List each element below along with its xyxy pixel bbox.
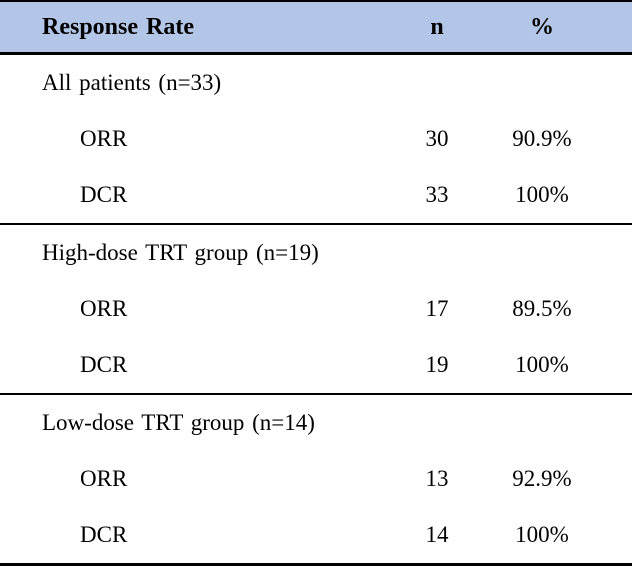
section-label: Low-dose TRT group (n=14) [42,410,315,435]
table-row-orr: ORR 30 90.9% [0,111,632,167]
row-label: ORR [80,296,128,321]
row-label: DCR [80,522,128,547]
row-n-value: 17 [425,296,449,321]
row-pct-value: 100% [515,352,569,377]
table-row-dcr: DCR 19 100% [0,337,632,393]
row-label: ORR [80,126,128,151]
section-label-row: Low-dose TRT group (n=14) [0,395,632,451]
table-row-dcr: DCR 14 100% [0,507,632,563]
row-n-value: 13 [425,466,449,491]
row-label: DCR [80,182,128,207]
header-n: n [430,13,444,40]
table-row-orr: ORR 13 92.9% [0,451,632,507]
table-header-row: Response Rate n % [0,2,632,55]
header-response-rate: Response Rate [42,13,194,40]
row-n-value: 14 [425,522,449,547]
section-label: High-dose TRT group (n=19) [42,240,319,265]
row-pct-value: 89.5% [512,296,572,321]
section-low-dose-trt: Low-dose TRT group (n=14) ORR 13 92.9% D… [0,395,632,566]
row-n-value: 19 [425,352,449,377]
header-percent: % [530,13,554,40]
section-label: All patients (n=33) [42,70,222,95]
row-n-value: 33 [425,182,449,207]
row-label: DCR [80,352,128,377]
row-pct-value: 90.9% [512,126,572,151]
row-pct-value: 100% [515,182,569,207]
row-pct-value: 100% [515,522,569,547]
section-label-row: High-dose TRT group (n=19) [0,225,632,281]
table-row-dcr: DCR 33 100% [0,167,632,223]
section-high-dose-trt: High-dose TRT group (n=19) ORR 17 89.5% … [0,225,632,395]
row-pct-value: 92.9% [512,466,572,491]
table-row-orr: ORR 17 89.5% [0,281,632,337]
section-all-patients: All patients (n=33) ORR 30 90.9% DCR 33 … [0,55,632,225]
row-n-value: 30 [425,126,449,151]
section-label-row: All patients (n=33) [0,55,632,111]
row-label: ORR [80,466,128,491]
